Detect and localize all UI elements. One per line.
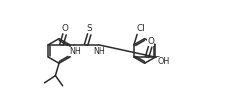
Text: NH: NH [69,47,81,56]
Text: Cl: Cl [137,24,146,33]
Text: OH: OH [158,57,170,66]
Text: NH: NH [94,47,105,56]
Text: S: S [87,24,92,33]
Text: O: O [62,24,68,33]
Text: O: O [147,37,154,46]
